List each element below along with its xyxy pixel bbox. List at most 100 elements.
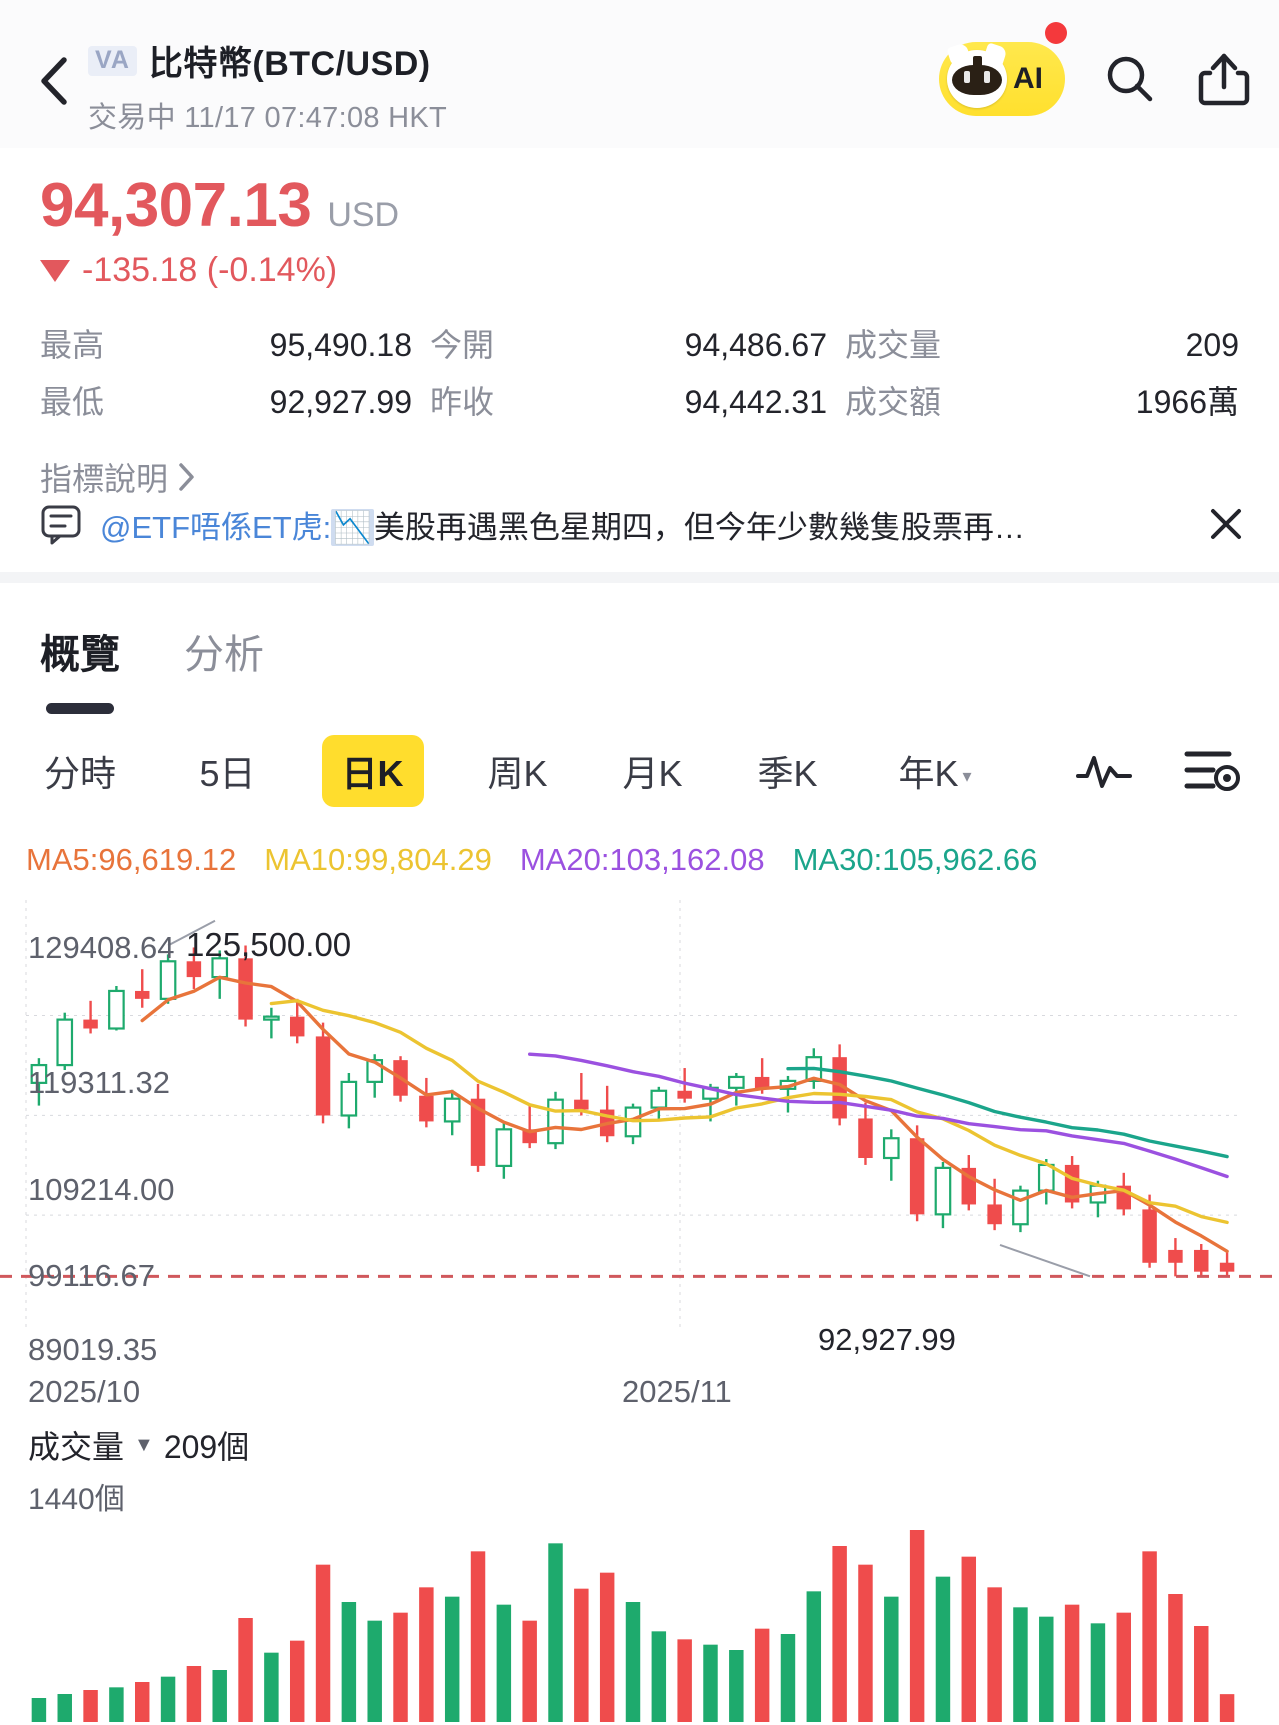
comment-icon: [41, 505, 81, 545]
y-tick-1: 119311.32: [28, 1065, 170, 1100]
period-label: 5日: [199, 753, 256, 794]
x-tick-0: 2025/10: [28, 1374, 141, 1409]
period-5day[interactable]: 5日: [160, 745, 295, 797]
stat-value: 94,486.67: [684, 326, 827, 363]
period-weekly-k[interactable]: 周K: [450, 745, 585, 797]
chevron-down-icon: ▾: [962, 765, 972, 786]
tab-analysis[interactable]: 分析: [184, 600, 264, 680]
price-change: -135.18 (-0.14%): [82, 251, 338, 289]
ai-assistant-button[interactable]: AI: [939, 22, 1067, 116]
period-selector: 分時 5日 日K 周K 月K 季K 年K ▾: [0, 735, 1279, 807]
y-tick-0: 129408.64: [28, 930, 175, 965]
chart-down-emoji-icon: 📉: [331, 508, 374, 546]
stats-row: 最高 95,490.18 今開 94,486.67 成交量 209: [40, 314, 1239, 371]
ma20-legend: MA20:103,162.08: [519, 842, 765, 877]
period-label: 周K: [487, 753, 548, 794]
stat-label: 最低: [40, 383, 105, 420]
chevron-down-icon: ▼: [134, 1433, 154, 1456]
search-icon: [1107, 56, 1153, 102]
section-divider: [0, 572, 1279, 583]
indicator-help-label: 指標說明: [40, 461, 169, 497]
ma10-legend: MA10:99,804.29: [264, 842, 492, 877]
back-button[interactable]: [30, 55, 78, 107]
period-quarterly-k[interactable]: 季K: [720, 745, 855, 797]
volume-label: 成交量: [28, 1429, 125, 1465]
period-yearly-k[interactable]: 年K ▾: [855, 745, 1015, 797]
indicator-wave-button[interactable]: [1073, 740, 1135, 802]
volume-bars: [31, 1530, 1235, 1722]
stat-label: 最高: [40, 326, 105, 363]
tab-label: 分析: [184, 633, 264, 677]
indicator-help-link[interactable]: 指標說明: [0, 428, 1279, 500]
app-header: VA 比特幣(BTC/USD) 交易中 11/17 07:47:08 HKT A…: [0, 0, 1279, 148]
news-text: @ETF唔係ET虎:📉美股再遇黑色星期四，但今年少數幾隻股票再…: [100, 502, 1185, 547]
news-banner[interactable]: @ETF唔係ET虎:📉美股再遇黑色星期四，但今年少數幾隻股票再…: [0, 488, 1279, 560]
price-line: 94,307.13 USD: [0, 148, 1279, 241]
stat-value: 94,442.31: [684, 383, 827, 420]
news-author: @ETF唔係ET虎: [100, 509, 323, 545]
chart-settings-icon: [1184, 751, 1240, 791]
news-close-button[interactable]: [1203, 501, 1249, 547]
currency-label: USD: [327, 196, 400, 234]
header-actions: AI: [939, 22, 1253, 116]
search-button[interactable]: [1101, 48, 1159, 110]
kline-chart[interactable]: MA5:96,619.12 MA10:99,804.29 MA20:103,16…: [0, 822, 1279, 1725]
stat-label: 成交量: [845, 326, 942, 363]
period-label: 年K: [898, 753, 959, 794]
x-tick-1: 2025/11: [622, 1374, 732, 1409]
chevron-left-icon: [41, 57, 67, 105]
price-candles: [0, 900, 1279, 1330]
period-intraday[interactable]: 分時: [0, 745, 160, 797]
chevron-right-icon: [179, 463, 194, 491]
stats-table: 最高 95,490.18 今開 94,486.67 成交量 209 最低 92,…: [0, 314, 1279, 428]
y-tick-4: 89019.35: [28, 1332, 158, 1367]
stat-prev-close: 昨收 94,442.31: [430, 377, 845, 423]
stat-value: 1966萬: [1135, 383, 1239, 420]
period-daily-k[interactable]: 日K: [295, 735, 450, 807]
stat-value: 92,927.99: [269, 383, 412, 420]
close-icon: [1211, 509, 1241, 539]
tab-overview[interactable]: 概覽: [40, 600, 120, 714]
low-price-callout: 92,927.99: [818, 1322, 956, 1357]
high-price-callout: 125,500.00: [186, 926, 352, 963]
stat-value: 209: [1185, 326, 1239, 363]
stat-volume: 成交量 209: [845, 320, 1239, 366]
ma-legend: MA5:96,619.12 MA10:99,804.29 MA20:103,16…: [26, 842, 1037, 878]
share-icon: [1198, 53, 1250, 106]
stat-high: 最高 95,490.18: [40, 320, 430, 366]
period-monthly-k[interactable]: 月K: [585, 745, 720, 797]
y-tick-2: 109214.00: [28, 1172, 175, 1207]
stat-open: 今開 94,486.67: [430, 320, 845, 366]
volume-scale-max: 1440個: [28, 1483, 125, 1516]
last-price: 94,307.13: [40, 171, 312, 240]
market-badge: VA: [88, 45, 137, 76]
ma30-legend: MA30:105,962.66: [792, 842, 1038, 877]
section-tabs: 概覽 分析: [0, 600, 1279, 718]
stat-label: 今開: [430, 326, 495, 363]
notification-dot: [1045, 22, 1067, 44]
ai-mascot-icon: [947, 50, 1007, 108]
indicator-wave-icon: [1076, 756, 1132, 788]
price-change-line: -135.18 (-0.14%): [0, 241, 1279, 290]
volume-current: 209個: [163, 1429, 250, 1465]
stat-label: 昨收: [430, 383, 495, 420]
period-label: 分時: [43, 753, 116, 794]
quote-summary: 94,307.13 USD -135.18 (-0.14%) 最高 95,490…: [0, 148, 1279, 500]
period-label: 日K: [321, 735, 424, 807]
stats-row: 最低 92,927.99 昨收 94,442.31 成交額 1966萬: [40, 371, 1239, 428]
news-headline: 美股再遇黑色星期四，但今年少數幾隻股票再…: [373, 509, 1025, 545]
y-tick-3: 99116.67: [28, 1258, 155, 1293]
chart-settings-button[interactable]: [1181, 740, 1243, 802]
market-status: 交易中 11/17 07:47:08 HKT: [88, 102, 448, 134]
instrument-name: 比特幣(BTC/USD): [148, 45, 431, 83]
instrument-title-block: VA 比特幣(BTC/USD) 交易中 11/17 07:47:08 HKT: [88, 36, 447, 136]
chart-tools: [1073, 740, 1279, 802]
share-button[interactable]: [1195, 48, 1253, 110]
ma5-legend: MA5:96,619.12: [26, 842, 237, 877]
stat-low: 最低 92,927.99: [40, 377, 430, 423]
news-separator: :: [322, 509, 332, 545]
volume-header[interactable]: 成交量 ▼ 209個: [28, 1422, 249, 1468]
period-label: 月K: [622, 753, 683, 794]
ai-label: AI: [1013, 62, 1043, 95]
